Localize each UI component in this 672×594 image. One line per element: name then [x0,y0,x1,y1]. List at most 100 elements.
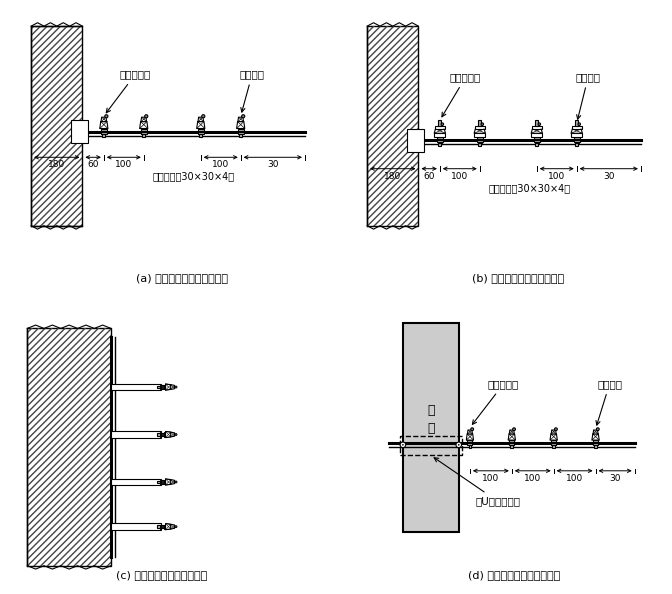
Polygon shape [171,525,175,529]
Bar [437,138,442,143]
Bar [28,328,111,565]
Bar [535,138,539,143]
Circle shape [554,428,557,431]
Bar [531,133,542,137]
Bar [239,130,243,134]
Bar [575,120,579,126]
Bar [478,138,482,143]
Text: 100: 100 [115,160,132,169]
Bar [160,480,161,484]
Circle shape [242,115,245,118]
Polygon shape [468,430,472,434]
Bar [437,137,443,139]
Bar [111,523,161,530]
Bar [31,26,83,226]
Circle shape [481,123,484,125]
Polygon shape [238,117,243,122]
Text: 30: 30 [267,160,278,169]
Polygon shape [198,117,204,122]
Bar [474,126,485,129]
Text: 角钢支架（30×30×4）: 角钢支架（30×30×4） [489,183,571,193]
Bar [437,141,443,143]
Bar [238,132,243,134]
Circle shape [400,442,406,448]
Text: 180: 180 [384,172,401,181]
Bar [101,132,107,134]
Bar [434,133,446,137]
Bar [400,436,462,456]
Bar [435,126,445,129]
Bar [474,133,485,137]
Polygon shape [434,129,446,133]
Bar [468,443,471,448]
Polygon shape [237,122,245,128]
Bar [535,140,538,146]
Bar [552,443,555,448]
Circle shape [175,386,177,388]
Text: 普通导线: 普通导线 [240,69,265,112]
Bar [477,141,482,143]
Bar [509,443,514,445]
Bar [160,432,161,437]
Circle shape [105,115,108,118]
Text: 100: 100 [566,473,583,482]
Bar [101,130,106,134]
Bar [160,525,161,529]
Bar [535,120,538,126]
Circle shape [596,428,599,431]
Bar [575,140,579,146]
Circle shape [456,442,462,448]
Bar [198,129,204,131]
Bar [161,386,164,388]
Bar [572,126,582,129]
Text: (d) 针式绝缘子跨柱水平安装: (d) 针式绝缘子跨柱水平安装 [468,570,560,580]
Text: 碟式绝缘子: 碟式绝缘子 [442,72,481,117]
Polygon shape [550,434,557,440]
Bar [477,137,482,139]
Bar [468,443,472,445]
Bar [164,525,165,529]
Bar [532,126,542,129]
Circle shape [175,481,177,483]
Bar [534,137,540,139]
Polygon shape [140,122,148,128]
Text: 针式绝缘子: 针式绝缘子 [472,379,519,424]
Bar [239,132,243,137]
Polygon shape [101,117,107,122]
Polygon shape [551,430,556,434]
Bar [574,137,579,139]
Bar [161,481,164,484]
Polygon shape [171,432,175,437]
Polygon shape [466,434,474,440]
Text: (c) 针式绝缘子沿墙垂直安装: (c) 针式绝缘子沿墙垂直安装 [116,570,207,580]
Bar [199,132,202,137]
Bar [157,434,161,435]
Circle shape [513,428,515,431]
Polygon shape [592,434,599,440]
Bar [438,140,442,146]
Text: (a) 针式绝缘子沿墙水平安装: (a) 针式绝缘子沿墙水平安装 [136,273,228,283]
Text: 100: 100 [212,160,229,169]
Polygon shape [474,129,485,133]
Bar [164,432,165,437]
Text: 针式绝缘子: 针式绝缘子 [106,69,151,113]
Polygon shape [171,385,175,390]
Bar [161,433,164,436]
Bar [28,328,111,565]
Bar [31,26,83,226]
Polygon shape [165,431,171,438]
Bar [157,526,161,528]
Bar [478,120,481,126]
Circle shape [578,123,581,125]
Bar [468,441,472,446]
Bar [551,440,556,442]
Polygon shape [571,129,583,133]
Polygon shape [531,129,542,133]
Polygon shape [165,384,171,390]
Bar [575,138,579,143]
Bar [142,132,145,137]
Text: 角钢支架（30×30×4）: 角钢支架（30×30×4） [153,172,235,182]
Bar [164,385,165,389]
Circle shape [458,444,460,446]
Bar [407,129,424,151]
